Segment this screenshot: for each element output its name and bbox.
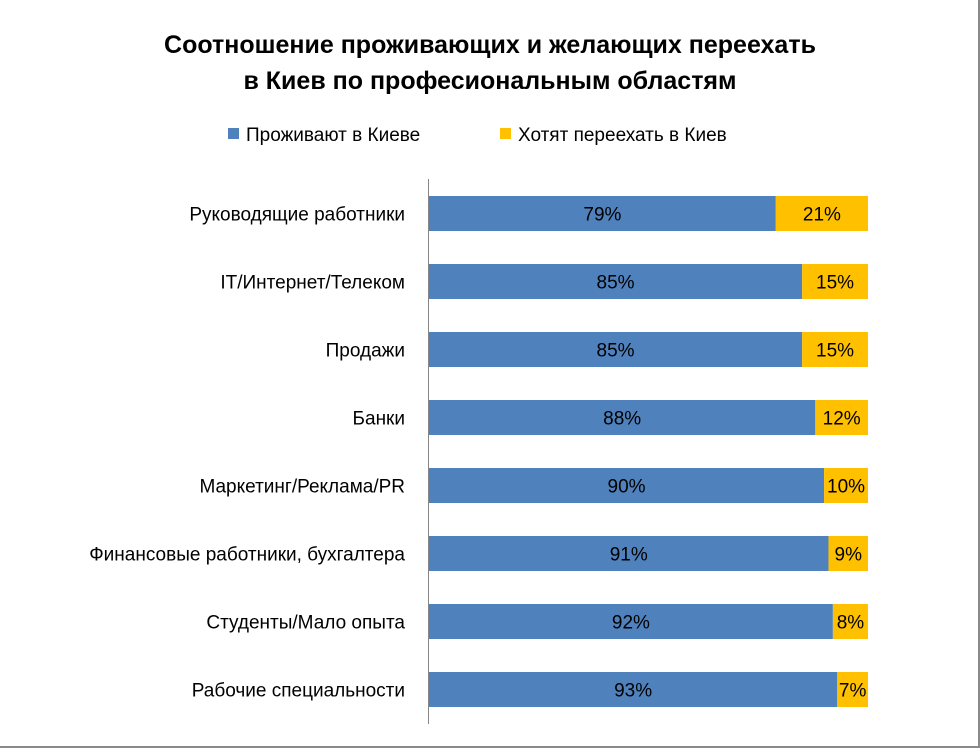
data-label: 21% [803,205,841,226]
bar-want-to-move [802,264,868,299]
data-label: 93% [614,681,652,702]
data-label: 12% [823,409,861,430]
legend-label-want-to-move: Хотят переехать в Киев [518,125,727,146]
category-label: Студенты/Мало опыта [206,613,405,634]
data-label: 90% [608,477,646,498]
bars: Руководящие работники 79% 21% IT/Интернет/Т… [89,196,868,707]
bar-want-to-move [832,604,868,639]
data-label: 7% [839,681,867,702]
bar-living [429,604,833,639]
category-label: Банки [353,409,405,430]
bar-living [429,672,838,707]
chart-title-line-1: Соотношение проживающих и желающих перее… [164,31,816,59]
category-label: Финансовые работники, бухгалтера [89,545,405,566]
bar-living [429,196,776,231]
legend: Проживают в Киеве Хотят переехать в Киев [228,125,727,146]
data-label: 10% [827,477,865,498]
data-label: 85% [597,341,635,362]
data-label: 85% [597,273,635,294]
bar-living [429,332,803,367]
data-label: 88% [603,409,641,430]
data-label: 9% [835,545,863,566]
bar-living [429,536,829,571]
category-label: Рабочие специальности [192,681,405,702]
bar-want-to-move [824,468,868,503]
legend-swatch-living [228,128,239,139]
data-label: 8% [837,613,865,634]
bar-want-to-move [828,536,868,571]
bar-want-to-move [837,672,868,707]
chart-title-line-2: в Киев по професиональным областям [243,67,736,95]
bar-want-to-move [775,196,868,231]
data-label: 92% [612,613,650,634]
bar-living [429,400,816,435]
data-label: 15% [816,273,854,294]
category-label: Руководящие работники [189,205,405,226]
legend-swatch-want-to-move [500,128,511,139]
category-label: Маркетинг/Реклама/PR [199,477,405,498]
data-label: 91% [610,545,648,566]
legend-label-living: Проживают в Киеве [246,125,420,146]
bar-want-to-move [802,332,868,367]
bar-living [429,264,803,299]
data-label: 79% [583,205,621,226]
category-label: Продажи [326,341,405,362]
data-label: 15% [816,341,854,362]
bar-living [429,468,825,503]
bar-want-to-move [815,400,868,435]
category-label: IT/Интернет/Телеком [220,273,405,294]
